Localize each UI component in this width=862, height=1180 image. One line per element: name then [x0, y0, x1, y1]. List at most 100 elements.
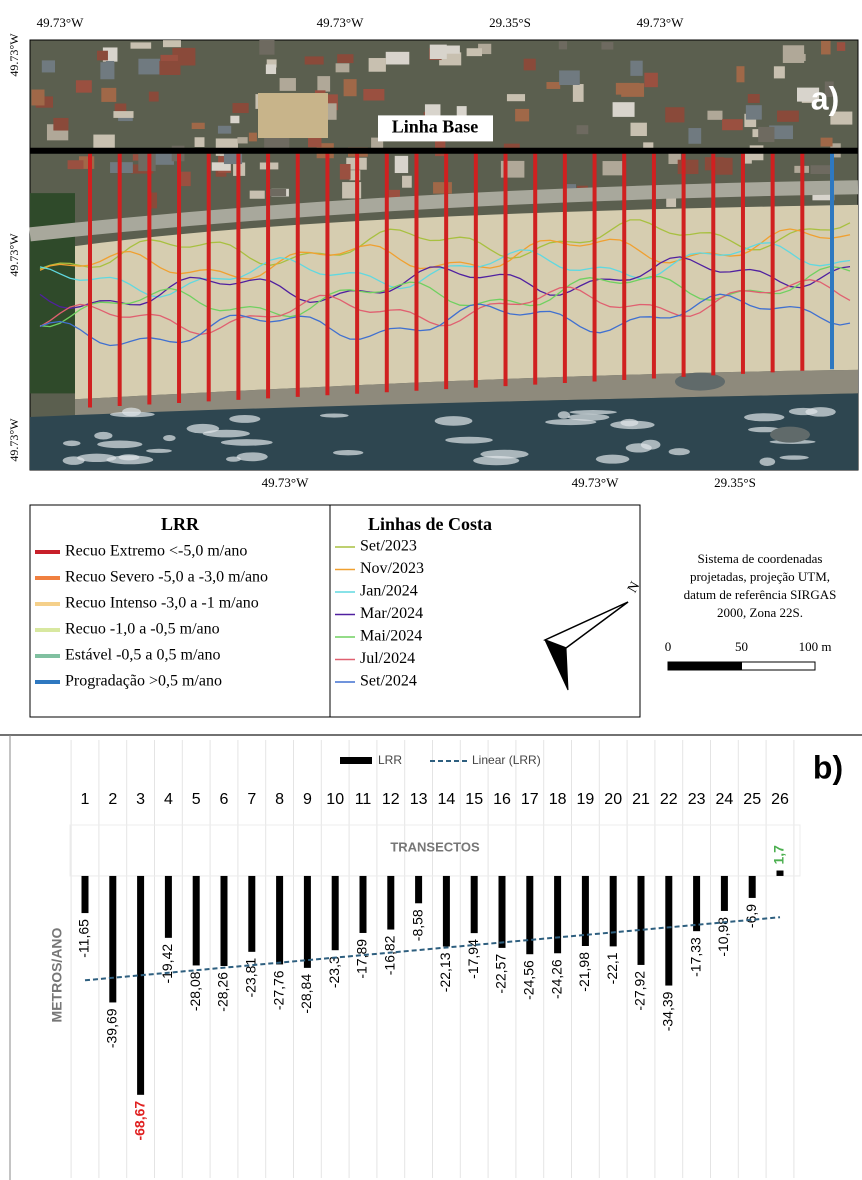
bar [638, 876, 645, 965]
map-building [430, 45, 447, 59]
bar [304, 876, 311, 968]
map-building [559, 41, 567, 49]
y-axis-label: METROS/ANO [49, 927, 65, 1022]
coord-label: 29.35°S [714, 475, 756, 490]
map-foam [226, 456, 241, 461]
map-building [76, 80, 92, 92]
map-building [130, 42, 151, 48]
data-label: -39,69 [104, 1008, 120, 1048]
x-tick-label: 13 [410, 791, 428, 808]
map-building [736, 66, 744, 82]
panel-label: b) [813, 749, 843, 785]
data-label: -23,81 [243, 958, 259, 998]
map-building [402, 176, 412, 188]
map-building [113, 111, 133, 118]
map-building [603, 161, 623, 175]
x-tick-label: 21 [632, 791, 650, 808]
data-label: -27,76 [270, 970, 286, 1010]
map-building [369, 58, 386, 72]
map-building [821, 138, 833, 147]
map-building [774, 66, 785, 78]
map-building [577, 125, 589, 134]
legend-title: LRR [161, 514, 200, 534]
map-building [707, 111, 722, 120]
map-building [317, 76, 330, 91]
note-text: datum de referência SIRGAS [684, 587, 837, 602]
coord-label: 49.73°W [262, 475, 309, 490]
map-foam [435, 416, 473, 426]
map-building [101, 88, 116, 102]
coord-label: 49.73°W [7, 33, 21, 77]
legend-label: Jan/2024 [360, 583, 418, 600]
map-building [644, 73, 658, 87]
map-building [192, 123, 205, 129]
map-building [559, 70, 580, 85]
x-tick-label: 26 [771, 791, 789, 808]
map-building [665, 107, 684, 122]
x-tick-label: 19 [577, 791, 595, 808]
x-tick-label: 11 [355, 791, 372, 808]
map-building [446, 46, 460, 54]
bar [276, 876, 283, 964]
data-label: -24,56 [521, 960, 537, 1000]
note-text: projetadas, projeção UTM, [690, 569, 830, 584]
map-building [811, 165, 834, 174]
map-foam [94, 432, 112, 440]
map-building [266, 64, 276, 74]
coord-label: 49.73°W [7, 418, 21, 462]
data-label: -22,57 [493, 954, 509, 994]
page: Linha Basea)49.73°W49.73°W29.35°S49.73°W… [0, 0, 862, 1180]
map-foam [237, 452, 268, 461]
x-tick-label: 2 [108, 791, 117, 808]
note-text: 2000, Zona 22S. [717, 605, 803, 620]
data-label: -34,39 [660, 991, 676, 1031]
x-tick-label: 1 [81, 791, 90, 808]
data-label: -16,82 [382, 935, 398, 975]
map-building [149, 92, 159, 102]
map-foam [805, 407, 835, 417]
map-building [68, 160, 84, 169]
panel-label: a) [811, 81, 839, 117]
map-building [218, 126, 231, 134]
data-label: -68,67 [131, 1101, 147, 1141]
x-tick-label: 15 [465, 791, 483, 808]
data-label: -22,13 [437, 952, 453, 992]
data-label: -6,9 [743, 904, 759, 928]
map-building [195, 137, 205, 147]
map-building [515, 109, 529, 121]
map-foam [97, 441, 142, 449]
scale-label: 50 [735, 639, 748, 654]
scale-label: 0 [665, 639, 672, 654]
map-foam [760, 458, 776, 466]
bar [165, 876, 172, 938]
bar [332, 876, 339, 950]
map-building [336, 63, 350, 72]
map-building [616, 83, 640, 95]
legend-label: Progradação >0,5 m/ano [65, 673, 222, 690]
bar [610, 876, 617, 946]
legend-label: Recuo Intenso -3,0 a -1 m/ano [65, 595, 259, 612]
data-label: -11,65 [76, 919, 92, 958]
legend-label: Recuo Extremo <-5,0 m/ano [65, 543, 247, 560]
map-foam [333, 450, 363, 455]
x-tick-label: 6 [220, 791, 229, 808]
map-foam [620, 419, 638, 426]
map-building [688, 128, 701, 144]
data-label: -22,1 [604, 952, 620, 984]
map-vegetation [30, 193, 75, 393]
bar [109, 876, 116, 1003]
x-tick-label: 4 [164, 791, 173, 808]
map-building [163, 40, 181, 47]
data-label: -17,89 [354, 939, 370, 979]
legend-label: Jul/2024 [360, 650, 415, 667]
map-foam [229, 415, 260, 423]
bar [193, 876, 200, 966]
bar [526, 876, 533, 954]
legend-label: LRR [378, 753, 402, 767]
bar [665, 876, 672, 986]
x-tick-label: 17 [521, 791, 539, 808]
map-building [630, 123, 646, 136]
map-building [524, 59, 536, 71]
bar [554, 876, 561, 953]
